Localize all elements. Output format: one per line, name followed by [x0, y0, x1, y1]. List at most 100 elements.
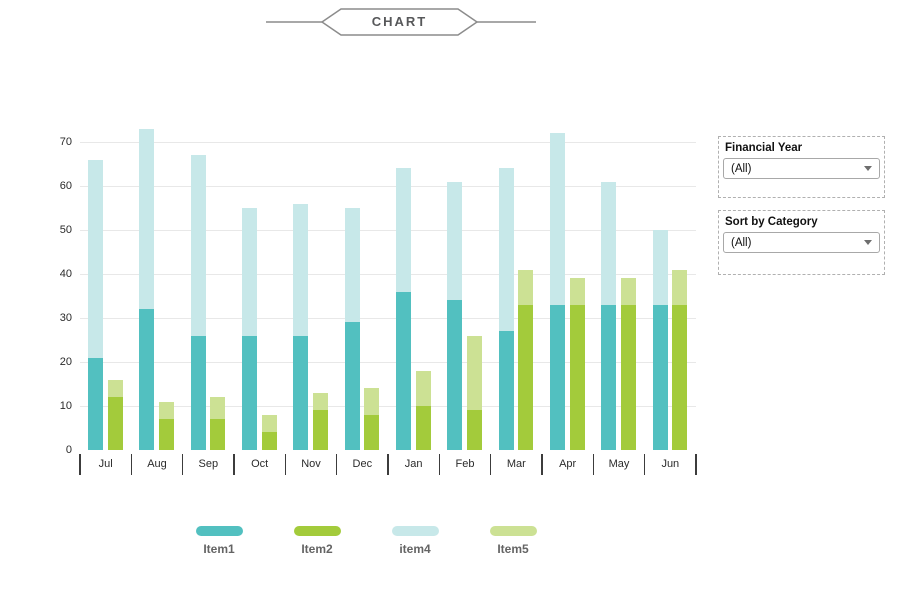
x-tick-label-jun: Jun: [661, 458, 680, 470]
y-tick-label-10: 10: [59, 400, 72, 412]
bar-segment-jul-item2[interactable]: [107, 397, 123, 450]
gridline-30: [80, 317, 696, 319]
bar-segment-oct-item2[interactable]: [261, 432, 277, 450]
bar-segment-sep-item5[interactable]: [210, 397, 226, 420]
financial-year-dropdown[interactable]: (All): [723, 158, 880, 179]
legend-item-item2[interactable]: Item2: [268, 526, 366, 556]
x-axis-tick: [79, 454, 81, 475]
bar-segment-nov-item2[interactable]: [312, 410, 328, 450]
x-axis-tick: [233, 454, 235, 475]
bar-segment-dec-item1[interactable]: [344, 322, 360, 450]
bar-segment-jun-item2[interactable]: [672, 304, 688, 450]
bar-segment-sep-item4[interactable]: [190, 155, 206, 336]
legend-label-item5: Item5: [497, 542, 529, 556]
bar-segment-feb-item5[interactable]: [466, 335, 482, 411]
bar-segment-jul-item5[interactable]: [107, 379, 123, 398]
financial-year-dropdown-value: (All): [731, 162, 752, 175]
bar-segment-mar-item2[interactable]: [518, 304, 534, 450]
bar-segment-mar-item4[interactable]: [498, 168, 514, 332]
bar-segment-may-item4[interactable]: [601, 181, 617, 305]
y-tick-label-40: 40: [59, 268, 72, 280]
bar-segment-nov-item1[interactable]: [293, 335, 309, 450]
bar-segment-may-item1[interactable]: [601, 304, 617, 450]
legend-swatch-item5: [489, 526, 537, 536]
x-axis-tick: [181, 454, 184, 475]
bar-segment-feb-item2[interactable]: [466, 410, 482, 450]
x-tick-label-oct: Oct: [251, 458, 269, 470]
bar-segment-oct-item1[interactable]: [242, 335, 257, 450]
y-tick-label-50: 50: [59, 224, 72, 236]
filter-sort-by-category: Sort by Category (All): [718, 210, 885, 275]
x-tick-label-sep: Sep: [198, 458, 219, 470]
bar-segment-jan-item5[interactable]: [415, 370, 431, 406]
bar-segment-may-item5[interactable]: [620, 278, 636, 305]
bar-segment-apr-item4[interactable]: [550, 133, 565, 305]
bar-segment-oct-item4[interactable]: [242, 208, 257, 336]
bar-segment-may-item2[interactable]: [620, 304, 636, 450]
x-tick-label-aug: Aug: [147, 458, 167, 470]
bar-segment-jan-item1[interactable]: [396, 291, 411, 450]
filter-financial-year: Financial Year (All): [718, 136, 885, 198]
y-tick-label-60: 60: [59, 180, 72, 192]
bar-segment-dec-item5[interactable]: [364, 388, 380, 415]
dropdown-caret-icon: [864, 166, 872, 171]
bar-segment-feb-item1[interactable]: [447, 300, 463, 450]
bar-segment-sep-item1[interactable]: [190, 335, 206, 450]
y-tick-label-70: 70: [59, 136, 72, 148]
gridline-70: [80, 141, 696, 143]
bar-segment-jun-item5[interactable]: [672, 269, 688, 305]
bar-segment-dec-item2[interactable]: [364, 414, 380, 450]
x-axis-tick: [284, 454, 287, 475]
bar-segment-sep-item2[interactable]: [210, 419, 226, 450]
bar-segment-jun-item4[interactable]: [652, 230, 668, 305]
bar-segment-aug-item1[interactable]: [139, 309, 155, 450]
bar-segment-aug-item4[interactable]: [139, 128, 155, 310]
y-tick-label-20: 20: [59, 356, 72, 368]
bar-segment-nov-item4[interactable]: [293, 203, 309, 336]
filter-sort-by-category-label: Sort by Category: [725, 216, 818, 228]
bar-segment-jul-item1[interactable]: [88, 357, 103, 450]
x-tick-label-jul: Jul: [98, 458, 113, 470]
legend-item-item5[interactable]: Item5: [464, 526, 562, 556]
bar-segment-dec-item4[interactable]: [344, 208, 360, 323]
sort-by-category-dropdown[interactable]: (All): [723, 232, 880, 253]
bar-chart-plot: [80, 128, 696, 450]
bar-segment-oct-item5[interactable]: [261, 414, 277, 433]
bar-segment-jan-item4[interactable]: [396, 168, 411, 292]
bar-segment-nov-item5[interactable]: [312, 392, 328, 411]
bar-segment-jun-item1[interactable]: [652, 304, 668, 450]
y-tick-label-30: 30: [59, 312, 72, 324]
bar-segment-apr-item5[interactable]: [569, 278, 585, 305]
legend-swatch-item2: [293, 526, 341, 536]
x-axis-tick: [541, 454, 543, 475]
gridline-20: [80, 361, 696, 363]
x-tick-label-feb: Feb: [455, 458, 475, 470]
legend-label-item2: Item2: [301, 542, 333, 556]
y-axis: 0 10 20 30 40 50 60 70: [0, 136, 76, 456]
gridline-60: [80, 185, 696, 187]
sort-by-category-dropdown-value: (All): [731, 236, 752, 249]
chart-title-block: CHART: [266, 6, 536, 38]
x-tick-label-mar: Mar: [506, 458, 526, 470]
bar-segment-apr-item1[interactable]: [550, 304, 565, 450]
legend-item-item4[interactable]: item4: [366, 526, 464, 556]
bar-segment-apr-item2[interactable]: [569, 304, 585, 450]
filter-financial-year-label: Financial Year: [725, 142, 803, 154]
x-axis-tick: [387, 454, 389, 475]
bar-segment-jul-item4[interactable]: [88, 159, 103, 358]
x-tick-label-jan: Jan: [404, 458, 423, 470]
bar-segment-mar-item1[interactable]: [498, 331, 514, 450]
x-tick-label-dec: Dec: [352, 458, 373, 470]
bar-segment-aug-item5[interactable]: [158, 401, 174, 420]
bar-segment-feb-item4[interactable]: [447, 181, 463, 301]
dropdown-caret-icon: [864, 240, 872, 245]
x-axis-tick: [130, 454, 133, 475]
bar-segment-mar-item5[interactable]: [518, 269, 534, 305]
x-axis-tick: [438, 454, 441, 475]
legend-item-item1[interactable]: Item1: [170, 526, 268, 556]
y-tick-label-0: 0: [65, 444, 72, 456]
page-title: CHART: [371, 14, 428, 29]
bar-segment-jan-item2[interactable]: [415, 406, 431, 450]
bar-segment-aug-item2[interactable]: [158, 419, 174, 450]
